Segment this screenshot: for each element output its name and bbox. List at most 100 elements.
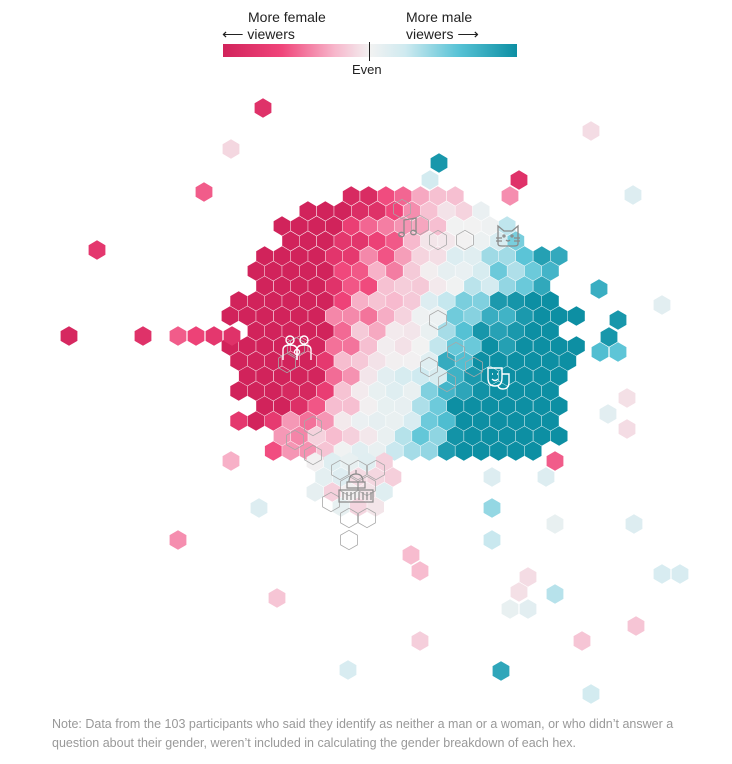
hex-cell: [308, 276, 325, 296]
hex-cell: [377, 426, 395, 446]
hex-outline: [420, 356, 438, 378]
hex-cell: [223, 326, 241, 346]
hex-cell: [377, 246, 395, 266]
hex-cell: [222, 139, 240, 159]
hex-cell: [472, 291, 490, 311]
hex-cell: [351, 291, 369, 311]
hex-cell: [256, 246, 273, 266]
hex-cell: [367, 467, 384, 487]
hex-cell: [455, 351, 473, 371]
hex-cell: [375, 452, 393, 472]
hex-cell: [134, 326, 152, 346]
hex-cell: [230, 351, 248, 371]
hex-cell: [386, 351, 403, 371]
hex-cell: [273, 276, 291, 296]
hex-cell: [169, 326, 187, 346]
hex-cell: [412, 246, 429, 266]
hex-cell: [264, 321, 282, 341]
hex-cell: [368, 381, 386, 401]
hex-cell: [308, 426, 325, 446]
hex-cell: [516, 336, 533, 356]
hex-outline: [367, 459, 385, 481]
hex-cell: [308, 216, 325, 236]
hex-cell: [299, 231, 317, 251]
hex-cell: [377, 396, 395, 416]
hex-cell: [290, 396, 308, 416]
hex-cell: [230, 411, 248, 431]
hex-cell: [519, 567, 537, 587]
hex-cell: [411, 561, 429, 581]
hex-outline: [304, 415, 322, 437]
hex-cell: [582, 684, 600, 704]
hex-cell: [498, 246, 516, 266]
hex-cell: [264, 411, 282, 431]
hex-cell: [472, 261, 490, 281]
hex-cell: [368, 321, 386, 341]
hex-cell: [230, 381, 248, 401]
hex-cell: [268, 588, 286, 608]
hex-cell: [516, 246, 533, 266]
hex-cell: [446, 216, 464, 236]
hex-cell: [282, 321, 299, 341]
hex-cell: [256, 366, 273, 386]
hex-cell: [455, 291, 473, 311]
hex-cell: [403, 201, 421, 221]
hex-cell: [420, 261, 438, 281]
hex-cell: [334, 411, 351, 431]
hex-cell: [377, 306, 395, 326]
hex-cell: [507, 411, 525, 431]
hex-cell: [332, 467, 350, 487]
hex-cell: [438, 321, 455, 341]
hex-cell: [501, 186, 519, 206]
arrow-right-icon: ⟶: [457, 26, 479, 43]
hex-cell: [438, 411, 455, 431]
hex-cell: [533, 426, 551, 446]
hex-cell: [360, 216, 377, 236]
hex-cell: [358, 452, 376, 472]
hex-cell: [542, 321, 559, 341]
hex-cell: [412, 306, 429, 326]
hex-cell: [334, 291, 351, 311]
hex-cell: [360, 366, 377, 386]
hex-cell: [542, 261, 559, 281]
hex-cell: [394, 246, 412, 266]
legend-female-line2: viewers: [247, 26, 295, 42]
hex-cell: [507, 261, 525, 281]
hex-cell: [483, 530, 501, 550]
hex-cell: [420, 291, 438, 311]
hex-cell: [455, 261, 473, 281]
hex-cell: [455, 321, 473, 341]
legend-even-tick: [369, 42, 370, 61]
cat-icon: [496, 224, 520, 247]
hex-cell: [438, 291, 455, 311]
hex-cell: [394, 426, 412, 446]
hex-cell: [273, 216, 291, 236]
hex-cell: [472, 381, 490, 401]
hex-cell: [394, 306, 412, 326]
hex-outline: [331, 459, 349, 481]
hex-cell: [438, 441, 455, 461]
hex-outline: [456, 229, 474, 251]
hex-cell: [472, 441, 490, 461]
arrow-left-icon: ⟵: [222, 26, 244, 43]
hex-cell: [507, 351, 525, 371]
hex-cell: [492, 661, 510, 681]
hex-cell: [316, 231, 334, 251]
hex-cell: [498, 276, 516, 296]
hex-cell: [351, 261, 369, 281]
hex-cell: [524, 381, 542, 401]
hex-cell: [351, 231, 369, 251]
hex-cell: [403, 351, 421, 371]
hex-cell: [582, 121, 600, 141]
hex-cell: [481, 246, 499, 266]
hex-cell: [315, 467, 333, 487]
hex-cell: [290, 216, 308, 236]
hex-cell: [368, 411, 386, 431]
hex-cell: [247, 321, 265, 341]
hex-outline: [286, 429, 304, 451]
hex-cell: [455, 231, 473, 251]
hex-cell: [394, 336, 412, 356]
hex-cell: [341, 452, 358, 472]
hex-cell: [455, 381, 473, 401]
hex-cell: [438, 351, 455, 371]
